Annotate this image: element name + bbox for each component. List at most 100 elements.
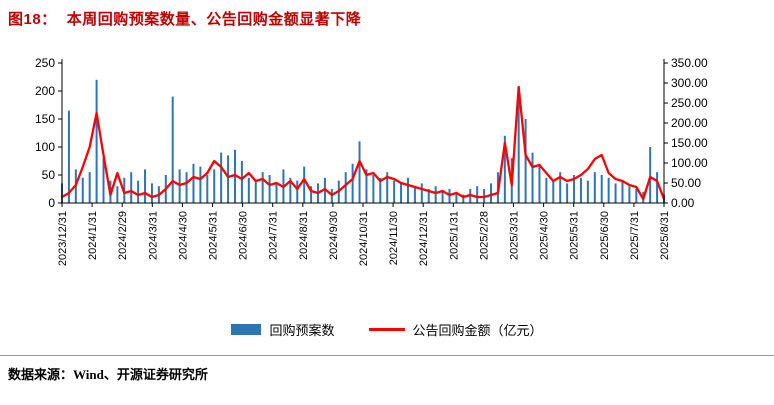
bar (413, 186, 416, 203)
bar (289, 177, 292, 203)
bar (372, 175, 375, 203)
bar (254, 180, 257, 203)
legend-label-line: 公告回购金额（亿元） (412, 323, 543, 338)
bar (517, 99, 520, 203)
legend-item-bars: 回购预案数 (231, 320, 335, 339)
bar (220, 152, 223, 203)
bar (628, 186, 631, 203)
chart-svg: 0 50 100 150 200 250 0.00 50.00 100.00 150.00 200.… (35, 56, 708, 266)
bar (379, 177, 382, 203)
bar (545, 177, 548, 203)
x-tick-label: 2024/5/31 (208, 211, 220, 260)
x-tick-label: 2024/2/29 (117, 211, 129, 260)
bar (185, 172, 188, 203)
left-tick-label: 250 (35, 56, 55, 70)
bar (261, 172, 264, 203)
footer-divider (0, 355, 774, 356)
bar (579, 177, 582, 203)
bar (621, 180, 624, 203)
left-tick-label: 0 (48, 196, 55, 210)
bar (67, 110, 70, 203)
data-source: 数据来源：Wind、开源证券研究所 (8, 367, 208, 382)
bar (614, 183, 617, 203)
bar (192, 163, 195, 203)
bar (81, 177, 84, 203)
x-tick-label: 2024/8/31 (298, 211, 310, 260)
bar (420, 183, 423, 203)
x-tick-label: 2025/6/30 (599, 211, 611, 260)
x-tick-label: 2024/7/31 (268, 211, 280, 260)
bar (490, 183, 493, 203)
left-tick-label: 100 (35, 140, 55, 154)
bar (524, 119, 527, 203)
x-tick-label: 2024/6/30 (238, 211, 250, 260)
bar (365, 169, 368, 203)
bar (455, 191, 458, 203)
bar (559, 172, 562, 203)
amount-line (60, 85, 666, 201)
bar (586, 180, 589, 203)
bar (206, 175, 209, 203)
bar (573, 175, 576, 203)
bar (351, 163, 354, 203)
x-tick-label: 2024/9/30 (328, 211, 340, 260)
bar (400, 183, 403, 203)
bar (116, 186, 119, 203)
bar-series-swatch (231, 324, 262, 335)
bar (130, 172, 133, 203)
right-tick-label: 300.00 (671, 76, 708, 90)
legend: 回购预案数 公告回购金额（亿元） (0, 320, 774, 339)
bar (88, 172, 91, 203)
bar (531, 152, 534, 203)
right-tick-label: 150.00 (671, 136, 708, 150)
x-tick-label: 2025/7/31 (629, 211, 641, 260)
legend-label-bars: 回购预案数 (269, 323, 335, 338)
x-tick-label: 2025/5/31 (569, 211, 581, 260)
bar (593, 172, 596, 203)
right-tick-label: 200.00 (671, 116, 708, 130)
bar (476, 186, 479, 203)
x-tick-label: 2025/3/31 (509, 211, 521, 260)
bar (607, 177, 610, 203)
bar (233, 149, 236, 203)
bar (150, 183, 153, 203)
line-series-swatch (368, 328, 405, 331)
bar (503, 135, 506, 203)
bar (358, 141, 361, 203)
bar (303, 166, 306, 203)
bar (247, 177, 250, 203)
x-tick-label: 2024/11/30 (388, 211, 400, 265)
left-tick-label: 50 (42, 168, 56, 182)
bar (95, 79, 98, 203)
bar (552, 180, 555, 203)
bar (268, 175, 271, 203)
bar (213, 169, 216, 203)
bar (386, 172, 389, 203)
figure-title: 图18： 本周回购预案数量、公告回购金额显著下降 (0, 0, 774, 29)
left-tick-label: 150 (35, 112, 55, 126)
x-tick-label: 2025/8/31 (659, 211, 671, 260)
figure-number: 图18： (8, 11, 57, 28)
bar (649, 147, 652, 203)
bar (635, 189, 638, 203)
x-tick-label: 2024/10/31 (358, 211, 370, 266)
bar (178, 169, 181, 203)
bar (102, 158, 105, 203)
right-tick-label: 250.00 (671, 96, 708, 110)
figure-title-text: 本周回购预案数量、公告回购金额显著下降 (66, 11, 362, 28)
bar (566, 183, 569, 203)
x-tick-label: 2024/1/31 (87, 211, 99, 260)
bar (406, 177, 409, 203)
right-tick-label: 100.00 (671, 156, 708, 170)
right-tick-label: 350.00 (671, 56, 708, 70)
legend-item-line: 公告回购金额（亿元） (368, 320, 543, 339)
x-tick-label: 2024/12/31 (418, 211, 430, 266)
x-tick-label: 2024/3/31 (147, 211, 159, 260)
left-tick-label: 200 (35, 84, 55, 98)
bar (441, 191, 444, 203)
x-tick-label: 2023/12/31 (57, 211, 69, 266)
right-tick-label: 50.00 (671, 176, 701, 190)
bar (656, 172, 659, 203)
bar (171, 96, 174, 203)
x-tick-label: 2025/1/31 (448, 211, 460, 260)
